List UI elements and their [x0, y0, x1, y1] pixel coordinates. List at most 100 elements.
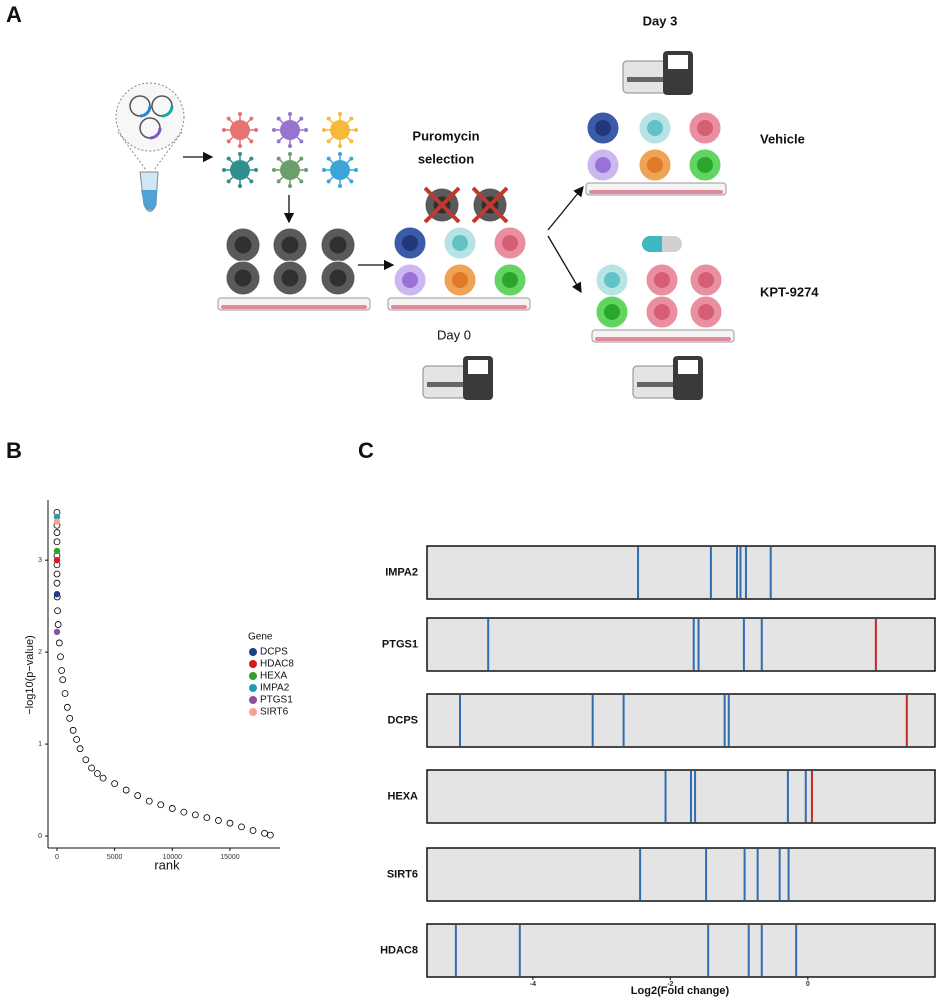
gene-point — [53, 518, 61, 525]
spike-tip — [238, 152, 242, 156]
nucleus — [329, 236, 347, 254]
point — [122, 786, 130, 794]
machine-slot — [427, 382, 467, 387]
nucleus — [402, 235, 418, 251]
point — [53, 529, 61, 536]
x-tick-label: 10000 — [163, 854, 183, 861]
point — [226, 819, 234, 827]
spike-tip — [322, 168, 326, 172]
gene-point — [53, 556, 61, 564]
day-label: Day 0 — [437, 327, 471, 342]
point — [73, 736, 80, 743]
nucleus — [281, 269, 299, 287]
spike-tip — [254, 168, 258, 172]
legend-label: HDAC8 — [260, 659, 294, 670]
gene-point — [53, 513, 61, 521]
spike-tip — [304, 168, 308, 172]
virus — [330, 120, 350, 140]
spike-tip — [299, 179, 304, 184]
point — [111, 780, 119, 788]
x-axis-label: rank — [154, 857, 180, 872]
spike-tip — [226, 179, 231, 184]
point — [82, 756, 90, 764]
point — [53, 570, 61, 578]
nucleus — [654, 304, 670, 320]
spike-tip — [304, 128, 308, 132]
nucleus — [647, 120, 663, 136]
spike-tip — [276, 116, 281, 121]
nucleus — [697, 157, 713, 173]
schematic — [115, 51, 735, 400]
legend-marker — [249, 696, 257, 704]
nucleus — [604, 272, 620, 288]
insert — [139, 105, 152, 118]
spike-tip — [326, 179, 331, 184]
virus — [280, 160, 300, 180]
legend-label: DCPS — [260, 647, 288, 658]
point — [261, 829, 268, 837]
spike-tip — [276, 156, 281, 161]
point — [54, 621, 62, 628]
row-label: HDAC8 — [380, 944, 418, 956]
medium — [589, 190, 723, 194]
nucleus — [502, 235, 518, 251]
y-tick-label: 3 — [38, 557, 42, 564]
panel-label: A — [6, 2, 22, 27]
point — [69, 726, 77, 734]
machine-slot — [627, 77, 667, 82]
virus — [230, 120, 250, 140]
panel-label: C — [358, 438, 374, 463]
virus — [230, 160, 250, 180]
panel-label: B — [6, 438, 22, 463]
nucleus — [698, 272, 714, 288]
nucleus — [452, 272, 468, 288]
gene-point — [53, 547, 61, 555]
point — [88, 764, 95, 772]
spike-tip — [349, 116, 354, 121]
nucleus — [234, 269, 252, 287]
nucleus — [697, 120, 713, 136]
nucleus — [452, 235, 468, 251]
y-tick-label: 2 — [38, 649, 42, 656]
spike-tip — [338, 152, 342, 156]
spike-tip — [226, 116, 231, 121]
insert — [149, 127, 162, 140]
point — [249, 827, 257, 834]
spike-tip — [222, 168, 226, 172]
row-label: SIRT6 — [387, 868, 418, 880]
step-label: selection — [418, 151, 474, 166]
row-label: PTGS1 — [382, 638, 418, 650]
spike-tip — [249, 116, 254, 121]
spike-tip — [226, 139, 231, 144]
y-tick-label: 1 — [38, 741, 42, 748]
point — [76, 745, 84, 753]
spike-tip — [299, 156, 304, 161]
day-label: Day 3 — [643, 13, 678, 28]
row-label: HEXA — [387, 790, 418, 802]
spike-tip — [238, 112, 242, 116]
spike-tip — [272, 128, 276, 132]
point — [55, 639, 63, 647]
insert — [161, 105, 174, 118]
point — [168, 805, 176, 812]
cross — [471, 186, 509, 224]
point — [61, 690, 69, 697]
y-axis-label: −log10(p−value) — [24, 635, 36, 715]
tube-liquid — [141, 190, 157, 211]
spike-tip — [349, 156, 354, 161]
medium — [595, 337, 731, 341]
nucleus — [502, 272, 518, 288]
legend-marker — [249, 684, 257, 692]
zoom-circle — [115, 82, 185, 152]
point — [54, 607, 61, 615]
row-label: IMPA2 — [385, 566, 418, 578]
point — [57, 653, 64, 661]
medium — [391, 305, 527, 309]
y-tick-label: 0 — [38, 833, 42, 840]
cross — [423, 186, 461, 224]
machine-slot — [637, 382, 677, 387]
point — [99, 774, 107, 782]
spike-tip — [349, 179, 354, 184]
